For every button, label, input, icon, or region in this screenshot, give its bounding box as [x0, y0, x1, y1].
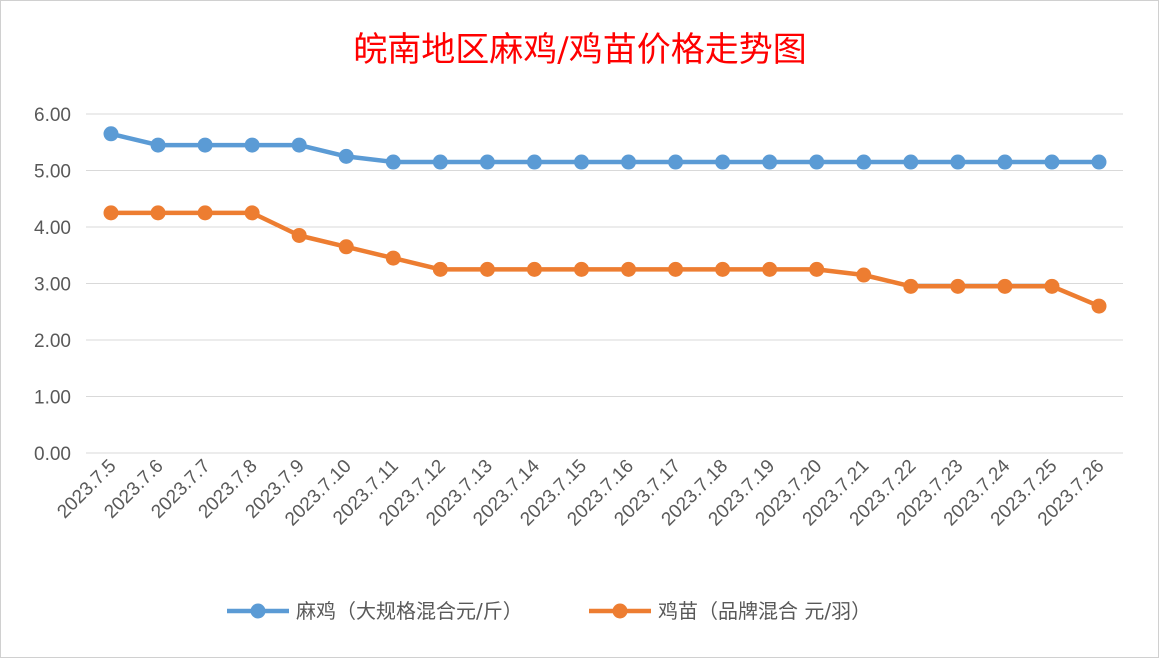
data-point: [291, 227, 307, 243]
data-point: [809, 154, 825, 170]
data-point: [997, 154, 1013, 170]
data-point: [621, 154, 637, 170]
data-point: [103, 205, 119, 221]
data-point: [762, 154, 778, 170]
series-layer: [103, 126, 1107, 314]
chart-title: 皖南地区麻鸡/鸡苗价格走势图: [353, 30, 806, 70]
legend: 麻鸡（大规格混合元/斤） 鸡苗（品牌混合 元/羽）: [227, 599, 871, 623]
data-point: [197, 205, 213, 221]
legend-swatch-marker: [250, 603, 266, 619]
data-point: [950, 278, 966, 294]
legend-label: 麻鸡（大规格混合元/斤）: [296, 599, 523, 623]
y-axis-ticks: 0.00 1.00 2.00 3.00 4.00 5.00 6.00: [34, 105, 71, 465]
data-point: [1044, 278, 1060, 294]
data-point: [1091, 154, 1107, 170]
data-point: [903, 154, 919, 170]
data-point: [950, 154, 966, 170]
x-axis-ticks: 2023.7.52023.7.62023.7.72023.7.82023.7.9…: [53, 455, 1108, 530]
data-point: [856, 154, 872, 170]
data-point: [903, 278, 919, 294]
data-point: [1044, 154, 1060, 170]
legend-label: 鸡苗（品牌混合 元/羽）: [658, 599, 871, 623]
y-tick-label: 4.00: [34, 218, 71, 239]
y-tick-label: 3.00: [34, 275, 71, 296]
y-tick-label: 1.00: [34, 388, 71, 409]
data-point: [479, 261, 495, 277]
data-point: [385, 154, 401, 170]
data-point: [997, 278, 1013, 294]
legend-swatch-marker: [612, 603, 628, 619]
data-point: [668, 261, 684, 277]
data-point: [291, 137, 307, 153]
data-point: [150, 137, 166, 153]
data-point: [526, 154, 542, 170]
y-tick-label: 6.00: [34, 105, 71, 126]
data-point: [385, 250, 401, 266]
data-point: [762, 261, 778, 277]
legend-item: 麻鸡（大规格混合元/斤）: [227, 599, 523, 623]
data-point: [338, 239, 354, 255]
data-point: [432, 261, 448, 277]
data-point: [103, 126, 119, 142]
data-point: [338, 148, 354, 164]
data-point: [150, 205, 166, 221]
data-point: [479, 154, 495, 170]
data-point: [244, 205, 260, 221]
series-1: [103, 126, 1107, 170]
data-point: [668, 154, 684, 170]
data-point: [715, 154, 731, 170]
data-point: [573, 154, 589, 170]
data-point: [526, 261, 542, 277]
y-tick-label: 0.00: [34, 444, 71, 465]
y-tick-label: 5.00: [34, 162, 71, 183]
data-point: [856, 267, 872, 283]
legend-item: 鸡苗（品牌混合 元/羽）: [589, 599, 871, 623]
data-point: [1091, 298, 1107, 314]
series-2: [103, 205, 1107, 314]
gridlines: [86, 113, 1123, 454]
y-tick-label: 2.00: [34, 331, 71, 352]
data-point: [621, 261, 637, 277]
series-line: [108, 131, 1102, 165]
series-line: [108, 210, 1102, 309]
data-point: [244, 137, 260, 153]
data-point: [573, 261, 589, 277]
data-point: [432, 154, 448, 170]
data-point: [197, 137, 213, 153]
data-point: [809, 261, 825, 277]
data-point: [715, 261, 731, 277]
